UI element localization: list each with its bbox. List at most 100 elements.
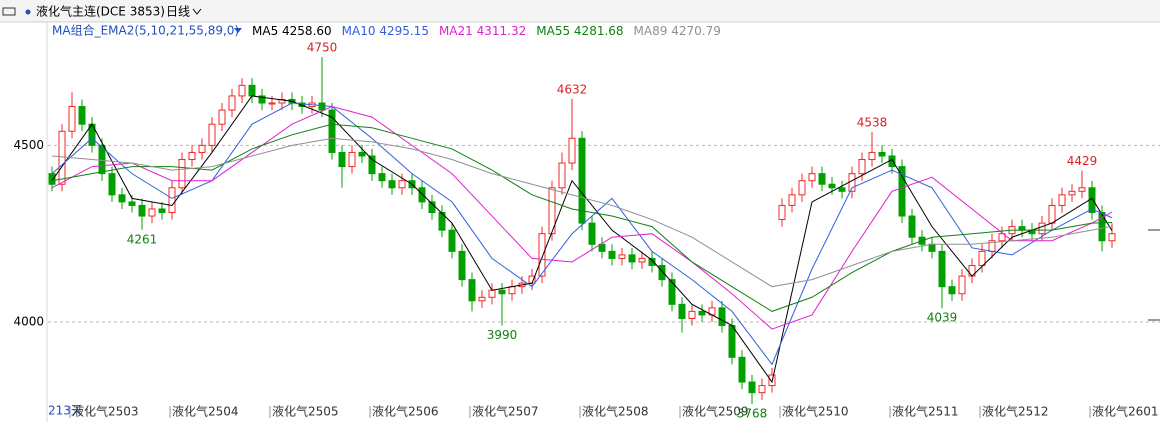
peak-label: 4429: [1067, 154, 1098, 168]
x-tick-label: 液化气2510: [782, 404, 849, 419]
candle-body: [1078, 187, 1086, 192]
candle-body: [748, 381, 756, 394]
x-tick-label: 液化气2503: [72, 404, 139, 419]
candle-body: [488, 289, 496, 298]
candle-body: [458, 250, 466, 281]
x-tick-label: 液化气2505: [272, 404, 339, 419]
period-selector[interactable]: 日线: [166, 5, 190, 19]
candle-body: [378, 173, 386, 182]
candle-body: [108, 173, 116, 196]
x-tick-label: 液化气2507: [472, 404, 539, 419]
candle-body: [898, 166, 906, 217]
legend-entry: MA21 4311.32: [439, 24, 526, 38]
legend-value: 4311.32: [477, 24, 527, 38]
candle-body: [348, 151, 356, 168]
candle-body: [438, 212, 446, 231]
candle-body: [958, 275, 966, 295]
indicator-caret[interactable]: [234, 28, 242, 33]
candle-body: [388, 180, 396, 189]
x-tick-label: 液化气2512: [982, 404, 1049, 419]
candle-body: [1108, 233, 1116, 242]
legend-value: 4270.79: [671, 24, 721, 38]
candle-body: [788, 194, 796, 206]
candle-body: [508, 286, 516, 295]
candle-body: [998, 233, 1006, 242]
legend-value: 4281.68: [574, 24, 624, 38]
ma-line: [51, 137, 1113, 288]
legend-entry: MA5 4258.60: [252, 24, 332, 38]
legend-value: 4258.60: [282, 24, 332, 38]
candle-body: [258, 95, 266, 104]
candle-body: [68, 106, 76, 132]
candle-body: [798, 180, 806, 196]
ma-line: [51, 106, 1113, 330]
legend-entry: MA89 4270.79: [634, 24, 721, 38]
candle-body: [1058, 194, 1066, 206]
x-tick-label: 液化气2508: [582, 404, 649, 419]
period-caret[interactable]: [192, 8, 202, 15]
day-count: 213天: [48, 404, 83, 418]
candle-body: [808, 173, 816, 182]
ma-line: [51, 95, 1113, 384]
candle-body: [818, 173, 826, 185]
candle-body: [908, 215, 916, 238]
candle-body: [548, 187, 556, 235]
ma-line: [51, 102, 1113, 366]
y-tick-label: 4000: [13, 314, 44, 328]
trough-label: 4261: [127, 232, 158, 246]
legend-entry: MA55 4281.68: [536, 24, 623, 38]
candle-body: [98, 144, 106, 175]
legend-name: MA5: [252, 24, 278, 38]
candle-body: [178, 159, 186, 189]
candle-body: [418, 187, 426, 203]
candle-body: [128, 201, 136, 206]
candle-body: [318, 102, 326, 111]
candle-body: [728, 325, 736, 358]
candle-body: [838, 187, 846, 192]
candle-body: [938, 250, 946, 288]
candle-body: [158, 208, 166, 214]
legend-name: MA89: [634, 24, 668, 38]
legend-value: 4295.15: [379, 24, 429, 38]
candle-body: [628, 254, 636, 263]
candle-body: [48, 173, 56, 185]
candle-body: [1018, 226, 1026, 231]
candle-body: [238, 84, 246, 97]
ma-line: [51, 123, 1113, 312]
candle-body: [538, 233, 546, 277]
candle-body: [228, 95, 236, 111]
candle-body: [558, 162, 566, 189]
candle-body: [678, 303, 686, 319]
indicator-name[interactable]: MA组合_EMA2(5,10,21,55,89,0): [52, 23, 239, 38]
candle-body: [608, 250, 616, 259]
x-tick-label: 液化气2509: [682, 404, 749, 419]
candle-body: [888, 155, 896, 168]
peak-label: 4632: [557, 82, 588, 96]
candle-body: [58, 130, 66, 185]
candle-body: [1068, 190, 1076, 196]
candle-body: [168, 187, 176, 213]
candle-body: [778, 204, 786, 221]
legend-name: MA55: [536, 24, 570, 38]
peak-label: 4538: [857, 115, 888, 129]
y-tick-label: 4500: [13, 138, 44, 152]
window-icon[interactable]: [2, 7, 16, 16]
candle-body: [498, 289, 506, 295]
x-tick-label: 液化气2511: [892, 404, 959, 419]
candle-body: [1038, 222, 1046, 235]
legend-name: MA21: [439, 24, 473, 38]
candle-body: [588, 222, 596, 245]
candle-body: [648, 257, 656, 266]
candle-body: [218, 109, 226, 125]
legend-entry: MA10 4295.15: [342, 24, 429, 38]
candle-body: [658, 264, 666, 281]
candle-body: [118, 194, 126, 203]
instrument-title[interactable]: 液化气主连(DCE 3853): [36, 4, 165, 19]
candle-body: [618, 254, 626, 259]
candle-body: [468, 279, 476, 302]
candle-body: [598, 243, 606, 252]
candle-body: [868, 151, 876, 161]
candle-body: [398, 180, 406, 189]
